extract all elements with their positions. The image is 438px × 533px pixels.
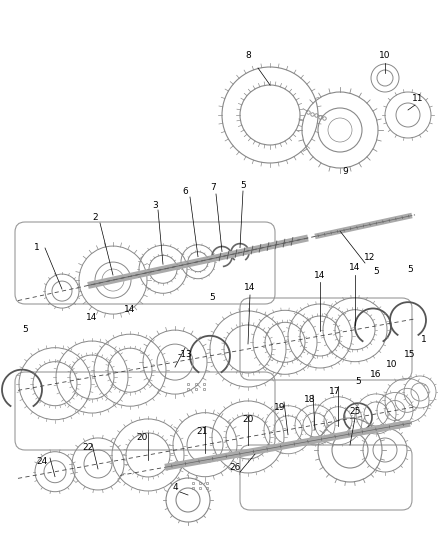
Text: 14: 14 [124,305,135,314]
Text: 19: 19 [274,403,285,413]
Text: 11: 11 [411,93,423,102]
Text: 9: 9 [341,167,347,176]
Text: 14: 14 [86,313,98,322]
Text: 6: 6 [182,188,187,197]
Text: 12: 12 [364,254,375,262]
Text: 10: 10 [385,360,397,369]
Text: 18: 18 [304,395,315,405]
Text: 10: 10 [378,51,390,60]
Text: 26: 26 [229,464,240,472]
Text: 5: 5 [208,294,214,303]
Text: 14: 14 [314,271,325,279]
Text: 5: 5 [354,377,360,386]
Text: 7: 7 [210,183,215,192]
Text: 14: 14 [244,284,255,293]
Text: 8: 8 [244,51,250,60]
Text: 22: 22 [82,443,93,453]
Text: 3: 3 [152,200,158,209]
Text: 17: 17 [328,387,340,397]
Text: 15: 15 [403,351,415,359]
Text: 20: 20 [136,433,147,442]
Text: 1: 1 [34,244,40,253]
Text: 20: 20 [242,416,253,424]
Text: 5: 5 [22,326,28,335]
Text: -13: -13 [177,351,192,359]
Text: 14: 14 [349,263,360,272]
Text: 4: 4 [172,483,177,492]
Text: 5: 5 [406,265,412,274]
Text: 16: 16 [369,370,381,379]
Text: 5: 5 [240,181,245,190]
Text: 2: 2 [92,214,98,222]
Text: 24: 24 [36,457,47,466]
Text: 21: 21 [196,427,207,437]
Text: 5: 5 [372,268,378,277]
Text: 1: 1 [420,335,426,344]
Text: 25: 25 [349,408,360,416]
